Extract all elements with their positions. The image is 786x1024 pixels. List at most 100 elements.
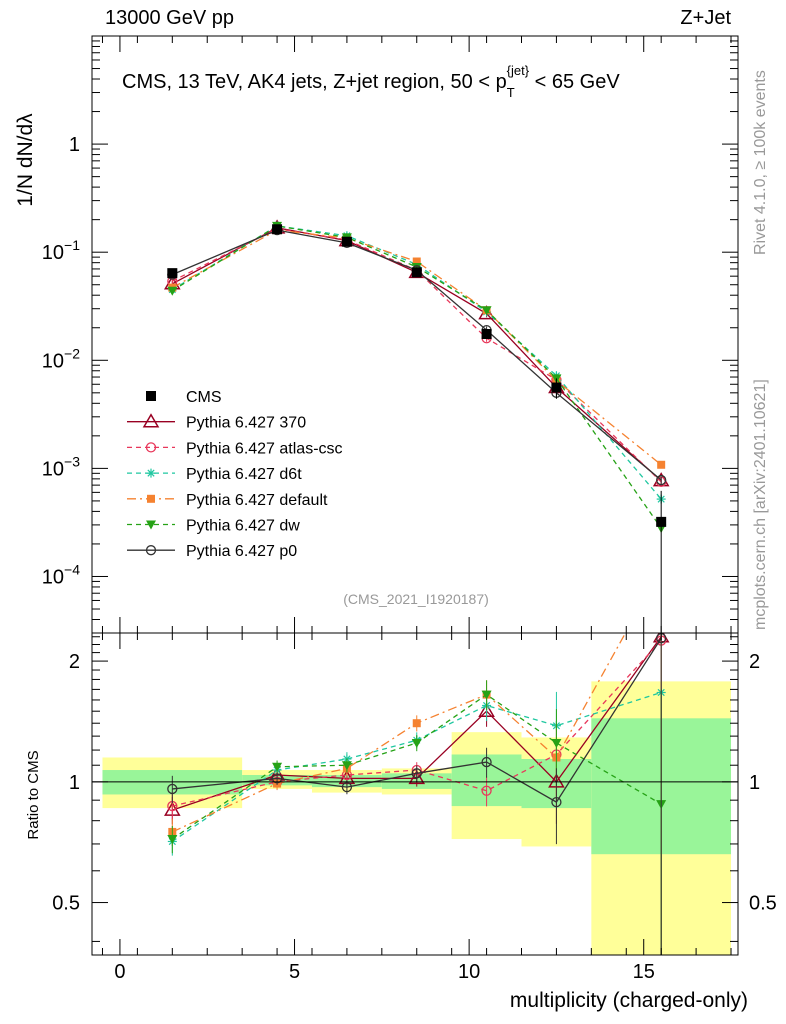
- ratio-point-0-3-shape: [408, 769, 426, 785]
- legend-entry-5: Pythia 6.427 dw: [127, 518, 300, 535]
- cms-point-2-shape: [341, 236, 352, 247]
- ratio-point-4-4: [481, 690, 492, 700]
- ratio-point-5-2: [341, 781, 353, 793]
- ratio-point-4-1-shape: [272, 762, 283, 772]
- legend-label: Pythia 6.427 dw: [186, 518, 300, 535]
- header-left: 13000 GeV pp: [105, 7, 234, 29]
- y-axis-label-text: 1/N dN/dλ: [14, 113, 37, 207]
- ratio-point-5-1: [271, 773, 283, 784]
- ratio-point-5-3-shape: [411, 768, 422, 779]
- main-point-3-6: [657, 460, 666, 469]
- cms-point-1: [272, 224, 283, 235]
- main-point-4-4-shape: [481, 306, 492, 316]
- ratio-point-5-1-shape: [271, 773, 283, 784]
- legend-label: CMS: [186, 389, 222, 406]
- ratio-point-4-2: [341, 761, 352, 771]
- legend-entry-6: Pythia 6.427 p0: [127, 543, 297, 560]
- ratio-point-4-3-shape: [411, 738, 422, 748]
- legend-marker-shape: [146, 520, 156, 530]
- cms-point-1-shape: [272, 224, 283, 235]
- legend-marker: [146, 391, 156, 401]
- x-tick-label: 5: [289, 961, 300, 983]
- legend-marker-shape: [147, 494, 155, 503]
- chart-title: CMS, 13 TeV, AK4 jets, Z+jet region, 50 …: [122, 63, 620, 100]
- ratio-point-4-0-shape: [167, 835, 178, 845]
- ratio-point-4-5: [551, 738, 562, 748]
- ratio-point-4-3: [411, 738, 422, 748]
- legend-marker-shape: [142, 413, 160, 428]
- main-series: [164, 219, 670, 633]
- main-point-3-3: [412, 257, 421, 266]
- y-tick-label: 10−3: [42, 453, 80, 480]
- legend-label: Pythia 6.427 p0: [186, 543, 297, 560]
- x-tick-label: 10: [458, 961, 480, 983]
- main-point-4-0: [167, 286, 178, 296]
- ratio-tick-label-right: 0.5: [749, 893, 777, 915]
- ratio-series: [92, 633, 738, 955]
- legend-marker-shape: [145, 442, 157, 453]
- y-axis-label: 1/N dN/dλ: [14, 113, 37, 207]
- ratio-point-5-4: [481, 756, 492, 768]
- legend-label: Pythia 6.427 atlas-csc: [186, 440, 343, 457]
- legend-entry-1: Pythia 6.427 370: [127, 413, 306, 432]
- legend-marker: [146, 520, 156, 530]
- ratio-tick-label-right: 2: [749, 651, 760, 673]
- legend-marker: [145, 545, 157, 556]
- cms-point-3-shape: [411, 267, 422, 278]
- cms-point-5-shape: [551, 382, 562, 393]
- cms-point-0: [167, 268, 178, 279]
- main-point-5-6-shape: [656, 474, 667, 486]
- main-point-5-6: [656, 474, 667, 486]
- legend-label: Pythia 6.427 370: [186, 415, 306, 432]
- cms-point-6: [656, 516, 667, 527]
- legend: CMS Pythia 6.427 370 Pythia 6.427 atlas-cs…: [127, 389, 343, 560]
- legend-marker: [142, 413, 160, 428]
- legend-marker: [146, 468, 156, 478]
- legend-marker-arm: [147, 469, 155, 477]
- ratio-point-5-2-shape: [341, 781, 353, 793]
- x-tick-label: 15: [633, 961, 655, 983]
- main-point-4-4: [481, 306, 492, 316]
- header-right: Z+Jet: [680, 7, 731, 29]
- legend-marker: [147, 494, 155, 503]
- mcplots-label: mcplots.cern.ch [arXiv:2401.10621]: [752, 379, 769, 630]
- ratio-point-4-1: [272, 762, 283, 772]
- cms-point-2: [341, 236, 352, 247]
- rivet-label: Rivet 4.1.0, ≥ 100k events: [752, 70, 769, 255]
- y-tick-label: 10−4: [42, 561, 80, 588]
- ratio-point-5-3: [411, 768, 422, 779]
- legend-marker: [145, 442, 157, 453]
- ratio-tick-label-left: 0.5: [52, 893, 80, 915]
- ratio-tick-label-left: 1: [69, 772, 80, 794]
- y-tick-label: 10−1: [42, 237, 80, 264]
- ratio-point-5-0-shape: [167, 783, 178, 795]
- ratio-tick-label-left: 2: [69, 651, 80, 673]
- cms-point-4: [481, 329, 492, 340]
- ratio-point-5-5-shape: [551, 796, 562, 808]
- main-point-4-0-shape: [167, 286, 178, 296]
- ratio-point-5-4-shape: [481, 756, 492, 768]
- ratio-point-0-3: [408, 769, 426, 785]
- legend-entry-4: Pythia 6.427 default: [127, 492, 328, 509]
- ratio-point-1-4: [481, 785, 492, 796]
- ratio-point-3-3: [412, 719, 421, 728]
- ratio-point-5-5: [551, 796, 562, 808]
- main-point-3-3-shape: [412, 257, 421, 266]
- legend-marker-shape: [146, 391, 156, 401]
- x-axis-label: multiplicity (charged-only): [510, 989, 748, 1012]
- cms-point-6-shape: [656, 516, 667, 527]
- y-tick-label: 10−2: [42, 345, 80, 372]
- ratio-point-1-4-shape: [481, 785, 492, 796]
- ratio-point-4-0: [167, 835, 178, 845]
- watermark: (CMS_2021_I1920187): [343, 591, 489, 607]
- cms-point-0-shape: [167, 268, 178, 279]
- ratio-point-4-4-shape: [481, 690, 492, 700]
- ratio-point-3-3-shape: [412, 719, 421, 728]
- ratio-y-axis-label: Ratio to CMS: [25, 750, 42, 839]
- legend-entry-2: Pythia 6.427 atlas-csc: [127, 440, 343, 457]
- axes: 0 5 10 15 10−4 10−3 10−2 10−1 1 0.5 0.5 1 1 2 2: [42, 35, 777, 983]
- legend-label: Pythia 6.427 default: [186, 492, 328, 509]
- ratio-point-4-2-shape: [341, 761, 352, 771]
- ratio-point-5-0: [167, 783, 178, 795]
